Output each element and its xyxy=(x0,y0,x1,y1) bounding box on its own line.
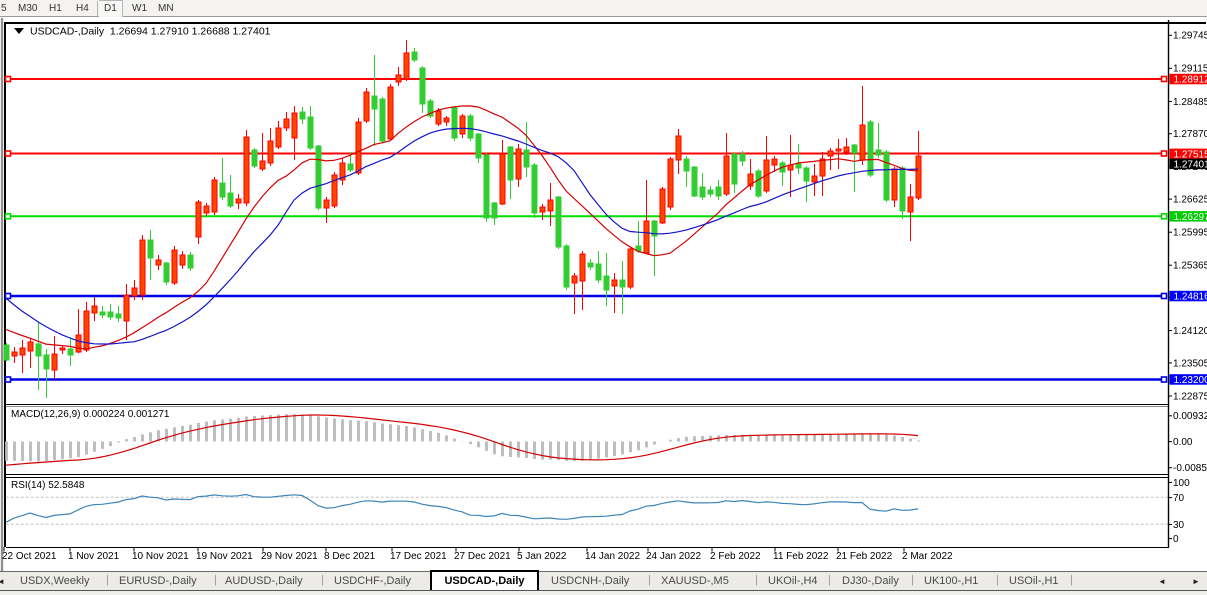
svg-text:USDCAD-,Daily 1.26694 1.27910: USDCAD-,Daily 1.26694 1.27910 1.26688 1.… xyxy=(30,26,271,38)
svg-text:30: 30 xyxy=(1173,520,1185,531)
svg-text:1.29745: 1.29745 xyxy=(1173,31,1207,42)
svg-text:1.25995: 1.25995 xyxy=(1173,228,1207,239)
svg-text:1 Nov 2021: 1 Nov 2021 xyxy=(68,551,120,562)
svg-text:1.26625: 1.26625 xyxy=(1173,195,1207,206)
svg-text:1.24120: 1.24120 xyxy=(1173,326,1207,337)
svg-text:0: 0 xyxy=(1173,534,1179,545)
svg-text:1.24816: 1.24816 xyxy=(1174,292,1207,303)
svg-text:22 Oct 2021: 22 Oct 2021 xyxy=(2,551,57,562)
svg-text:1.27401: 1.27401 xyxy=(1174,159,1207,170)
svg-text:1.27515: 1.27515 xyxy=(1174,149,1207,160)
svg-text:19 Nov 2021: 19 Nov 2021 xyxy=(196,551,253,562)
svg-text:27 Dec 2021: 27 Dec 2021 xyxy=(454,551,511,562)
svg-text:-0.00852: -0.00852 xyxy=(1173,463,1207,474)
svg-text:21 Feb 2022: 21 Feb 2022 xyxy=(836,551,893,562)
svg-text:1.23505: 1.23505 xyxy=(1173,358,1207,369)
svg-text:11 Feb 2022: 11 Feb 2022 xyxy=(773,551,829,562)
svg-text:1.28485: 1.28485 xyxy=(1173,97,1207,108)
svg-text:1.23200: 1.23200 xyxy=(1174,375,1207,386)
svg-text:29 Nov 2021: 29 Nov 2021 xyxy=(261,551,318,562)
svg-text:8 Dec 2021: 8 Dec 2021 xyxy=(324,551,376,562)
svg-text:1.26297: 1.26297 xyxy=(1174,212,1207,223)
svg-text:1.25365: 1.25365 xyxy=(1173,261,1207,272)
svg-text:0.00: 0.00 xyxy=(1173,437,1193,448)
svg-text:MACD(12,26,9) 0.000224 0.00127: MACD(12,26,9) 0.000224 0.001271 xyxy=(11,409,170,420)
svg-text:5 Jan 2022: 5 Jan 2022 xyxy=(517,551,567,562)
svg-text:1.27870: 1.27870 xyxy=(1173,129,1207,140)
svg-text:10 Nov 2021: 10 Nov 2021 xyxy=(132,551,189,562)
svg-text:14 Jan 2022: 14 Jan 2022 xyxy=(585,551,640,562)
svg-text:0.009327: 0.009327 xyxy=(1173,411,1207,422)
svg-text:1.29115: 1.29115 xyxy=(1173,64,1207,75)
svg-text:17 Dec 2021: 17 Dec 2021 xyxy=(390,551,447,562)
svg-text:1.22875: 1.22875 xyxy=(1173,391,1207,402)
svg-text:1.28912: 1.28912 xyxy=(1174,75,1207,86)
svg-text:2 Mar 2022: 2 Mar 2022 xyxy=(902,551,953,562)
svg-text:2 Feb 2022: 2 Feb 2022 xyxy=(710,551,761,562)
svg-text:70: 70 xyxy=(1173,493,1185,504)
svg-text:100: 100 xyxy=(1173,478,1190,489)
svg-text:24 Jan 2022: 24 Jan 2022 xyxy=(646,551,701,562)
svg-text:RSI(14) 52.5848: RSI(14) 52.5848 xyxy=(11,480,85,491)
